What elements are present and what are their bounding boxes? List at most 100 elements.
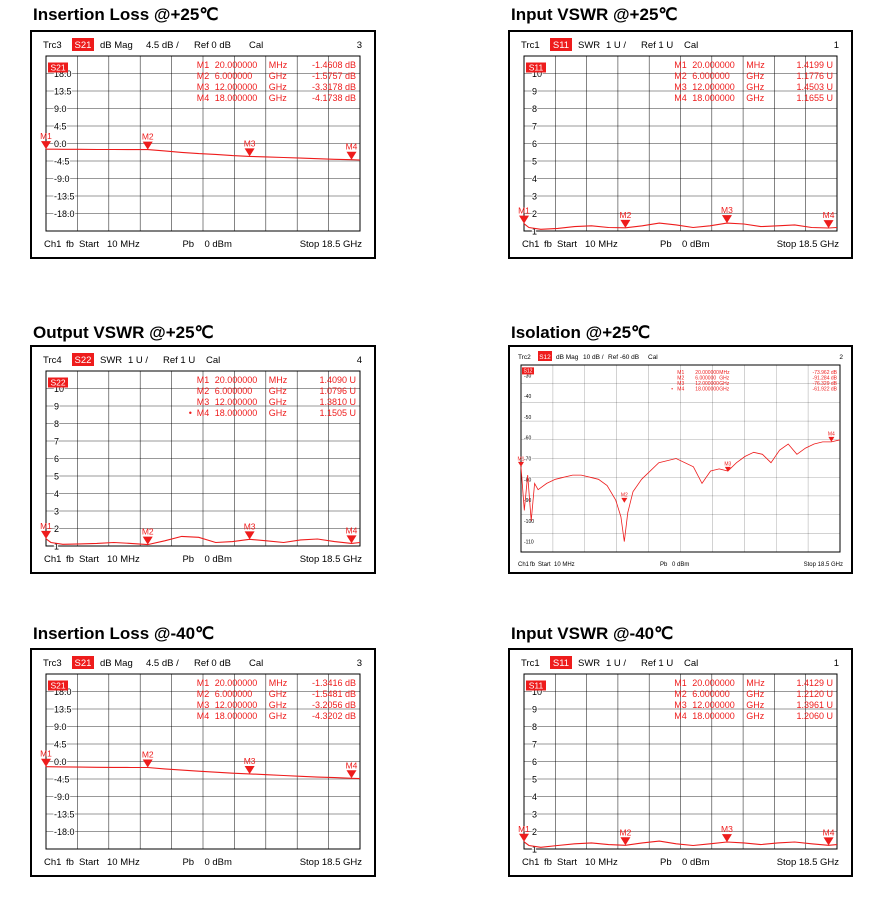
footer-start-value: 10 MHz (107, 554, 140, 565)
footer-stop: Stop 18.5 GHz (300, 857, 363, 868)
marker-table-unit: MHz (719, 370, 730, 376)
ref-label: Ref 0 dB (194, 658, 231, 669)
channel-number: 3 (357, 40, 362, 51)
trace-line (45, 766, 361, 780)
footer-start-value: 10 MHz (585, 857, 618, 868)
y-tick-label: 2 (532, 209, 537, 219)
trace-label: Trc1 (521, 658, 540, 669)
y-tick-label: -18.0 (54, 209, 75, 219)
marker-table-unit: GHz (269, 93, 288, 103)
marker-triangle (41, 530, 51, 539)
y-tick-label: 8 (532, 722, 537, 732)
y-tick-label: 5 (54, 472, 59, 482)
trace-ref-label: S11 (529, 63, 544, 73)
panel-title: Insertion Loss @+25℃ (33, 5, 219, 24)
footer-pb-label: Pb (182, 857, 194, 868)
marker-table-id: M2 (197, 386, 210, 396)
marker-table-freq: 18.000000 (215, 408, 258, 418)
chart-panel-input-vswr-m40: Trc1 S11 SWR 1 U / Ref 1 U Cal 1 10 9 8 7 6 5 4 3 2 1 S11… (508, 648, 853, 877)
marker-table-freq: 12.000000 (215, 397, 258, 407)
marker-table-freq: 6.000000 (215, 689, 253, 699)
panel-title: Input VSWR @-40℃ (511, 624, 674, 643)
footer-pb-label: Pb (660, 857, 672, 868)
trace-label: Trc4 (43, 355, 62, 366)
marker-triangle (519, 215, 529, 224)
y-tick-label: -90 (524, 498, 531, 504)
format-label: dB Mag (100, 658, 133, 669)
marker-table-freq: 12.000000 (692, 700, 735, 710)
marker-triangle (41, 758, 51, 767)
marker-table-id: M2 (197, 689, 210, 699)
footer-channel: Ch1 (522, 857, 539, 868)
format-label: SWR (100, 355, 122, 366)
marker-table-id: M1 (674, 60, 687, 70)
y-tick-label: 7 (532, 122, 537, 132)
marker-table-freq: 20.000000 (215, 60, 258, 70)
footer-pb-value: 0 dBm (682, 239, 710, 250)
footer-channel: Ch1 (44, 554, 61, 565)
marker-table-id: M4 (674, 711, 687, 721)
marker-table-unit: GHz (269, 71, 288, 81)
ref-label: Ref 1 U (641, 658, 673, 669)
marker-table-id: M4 (197, 711, 210, 721)
marker-table-freq: 12.000000 (215, 700, 258, 710)
panel-title: Input VSWR @+25℃ (511, 5, 678, 24)
channel-number: 1 (834, 40, 839, 51)
trace-ref-label: S22 (50, 378, 65, 388)
marker-table-freq: 6.000000 (695, 376, 716, 382)
y-tick-label: -60 (524, 436, 531, 442)
trace-ref-badge (48, 377, 68, 388)
y-tick-label: 4.5 (54, 740, 67, 750)
scale-label: 10 dB / (583, 354, 604, 361)
footer-start-value: 10 MHz (554, 562, 575, 568)
marker-table-id: M1 (197, 678, 210, 688)
y-tick-label: 5 (532, 157, 537, 167)
footer-pb-value: 0 dBm (672, 562, 689, 568)
marker-table-unit: GHz (719, 387, 730, 393)
y-tick-label: 6 (54, 454, 59, 464)
marker-table-value: -1.5481 dB (312, 689, 356, 699)
y-tick-label: 4 (532, 792, 537, 802)
chart-svg: Trc1 S11 SWR 1 U / Ref 1 U Cal 110987654321S11… (518, 38, 840, 250)
y-tick-label: 9.0 (54, 722, 67, 732)
footer-channel: Ch1 (44, 239, 61, 250)
y-tick-label: 4.5 (54, 122, 67, 132)
marker-table-value: 1.4090 U (319, 375, 356, 385)
footer-stop: Stop 18.5 GHz (777, 239, 840, 250)
marker-table-unit: GHz (719, 376, 730, 382)
y-tick-label: -18.0 (54, 827, 75, 837)
footer-start-label: Start (557, 857, 577, 868)
marker-label: M4 (346, 760, 358, 770)
chart-panel-insertion-loss-m40: Trc3 S21 dB Mag 4.5 dB / Ref 0 dB Cal 3 18.0 13.… (30, 648, 376, 877)
y-tick-label: -4.5 (54, 775, 70, 785)
param-badge (550, 656, 572, 669)
y-tick-label: 9 (532, 87, 537, 97)
marker-table-unit: GHz (719, 381, 730, 387)
chart-svg: Trc4 S22 SWR 1 U / Ref 1 U Cal 410987654321S22… (40, 353, 362, 565)
y-tick-label: 9.0 (54, 104, 67, 114)
marker-table-unit: MHz (746, 678, 765, 688)
y-tick-label: -30 (524, 373, 531, 379)
marker-label: M1 (40, 521, 52, 531)
footer-stop: Stop 18.5 GHz (300, 239, 363, 250)
marker-triangle (244, 531, 255, 540)
footer-start-label: Start (79, 239, 99, 250)
marker-label: M3 (724, 462, 731, 468)
marker-table-value: 1.2120 U (796, 689, 833, 699)
marker-triangle (142, 536, 153, 545)
y-tick-label: 8 (54, 419, 59, 429)
marker-table-unit: GHz (269, 386, 288, 396)
param-badge (538, 351, 552, 361)
marker-table-value: -1.5757 dB (312, 71, 356, 81)
marker-table-value: -1.4608 dB (312, 60, 356, 70)
trace-label: Trc2 (518, 354, 531, 361)
cal-label: Cal (648, 354, 658, 361)
footer-fb: fb (66, 239, 74, 250)
marker-label: M4 (346, 142, 358, 152)
trace-ref-badge (522, 367, 534, 375)
y-tick-label: 3 (532, 192, 537, 202)
y-tick-label: -13.5 (54, 192, 75, 202)
marker-table-unit: MHz (746, 60, 765, 70)
marker-table-value: -3.3178 dB (312, 82, 356, 92)
marker-triangle (244, 765, 255, 774)
